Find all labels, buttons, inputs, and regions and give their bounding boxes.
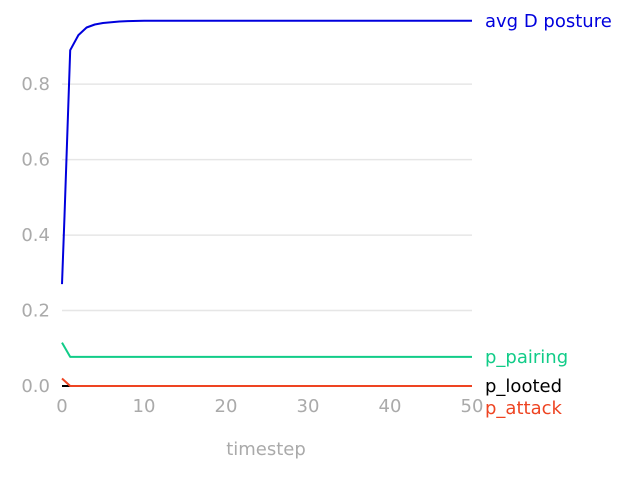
series-label: avg D posture [485,11,612,32]
y-axis-ticks: 0.0 0.2 0.4 0.6 0.8 [21,74,50,397]
series-label: p_pairing [485,347,568,368]
x-axis-ticks: 0 10 20 30 40 50 [56,396,483,417]
series-lines [61,19,472,387]
y-tick-label: 0.6 [21,150,50,171]
x-tick-label: 50 [461,396,484,417]
series-line-avg-d-posture [61,19,472,285]
series-line-p-attack [61,377,472,387]
y-tick-label: 0.2 [21,301,50,322]
x-tick-label: 30 [297,396,320,417]
gridlines [62,83,472,312]
x-axis-title: timestep [226,439,306,460]
x-tick-label: 20 [215,396,238,417]
x-tick-label: 40 [379,396,402,417]
y-tick-label: 0.0 [21,376,50,397]
x-tick-label: 10 [133,396,156,417]
series-label: p_looted [485,376,562,397]
x-tick-label: 0 [56,396,67,417]
series-line-p-pairing [61,342,472,358]
y-tick-label: 0.8 [21,74,50,95]
y-tick-label: 0.4 [21,225,50,246]
series-label: p_attack [485,398,562,419]
